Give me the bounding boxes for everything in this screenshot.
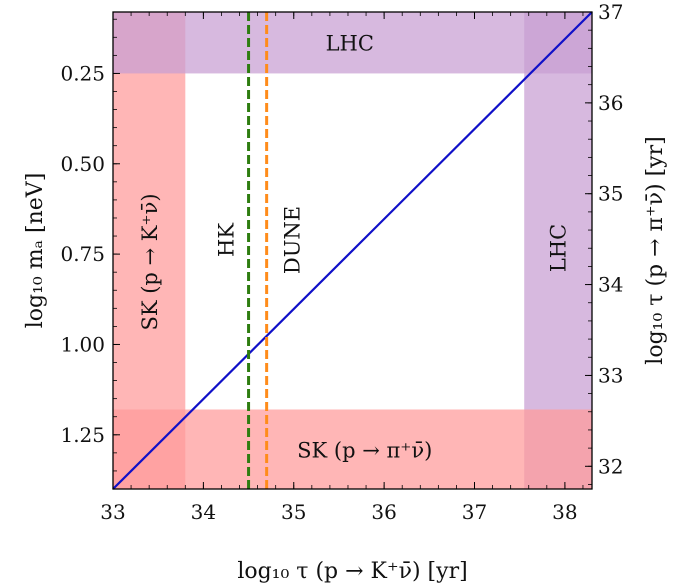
vline-label-dune: DUNE [281,206,305,274]
y-left-tick-label: 1.25 [60,423,105,447]
x-tick-label: 37 [462,500,487,524]
y-left-tick-label: 0.75 [60,242,105,266]
x-tick-label: 33 [100,500,125,524]
excluded-regions [113,12,592,489]
y-right-tick-label: 34 [598,273,623,297]
region-band-3 [113,409,592,489]
region-band-2 [113,12,592,74]
y-right-tick-label: 32 [598,454,623,478]
y-right-tick-label: 35 [598,182,623,206]
x-axis-title: log₁₀ τ (p → K⁺ν̄) [yr] [237,559,467,584]
vline-label-hk: HK [215,223,239,257]
y-left-tick-label: 0.25 [60,61,105,85]
plot-border [112,11,593,490]
diagonal-line-0 [112,11,593,490]
plot-frame [112,11,593,490]
x-tick-label: 36 [371,500,396,524]
y-left-axis-title: log₁₀ mₐ [neV] [23,173,48,329]
x-tick-label: 38 [552,500,577,524]
y-right-tick-label: 37 [598,0,623,24]
y-left-tick-label: 0.50 [60,152,105,176]
region-label-sk-k: SK (p → K⁺ν̄) [138,193,162,330]
y-right-tick-label: 33 [598,363,623,387]
region-label-lhc-top: LHC [326,32,374,56]
ticks-layer [112,11,592,489]
y-left-tick-label: 1.00 [60,332,105,356]
region-label-sk-pi: SK (p → π⁺ν̄) [297,438,432,462]
region-label-lhc-right: LHC [547,224,571,272]
x-tick-label: 35 [281,500,306,524]
y-right-axis-title: log₁₀ τ (p → π⁺ν̄) [yr] [643,136,668,364]
lines-layer [112,11,593,490]
y-right-tick-label: 36 [598,91,623,115]
x-tick-label: 34 [191,500,216,524]
labels-layer: 33 34 35 36 37 38 0.25 0.50 0.75 1.00 1.25 32 33 34 35… [23,0,668,584]
